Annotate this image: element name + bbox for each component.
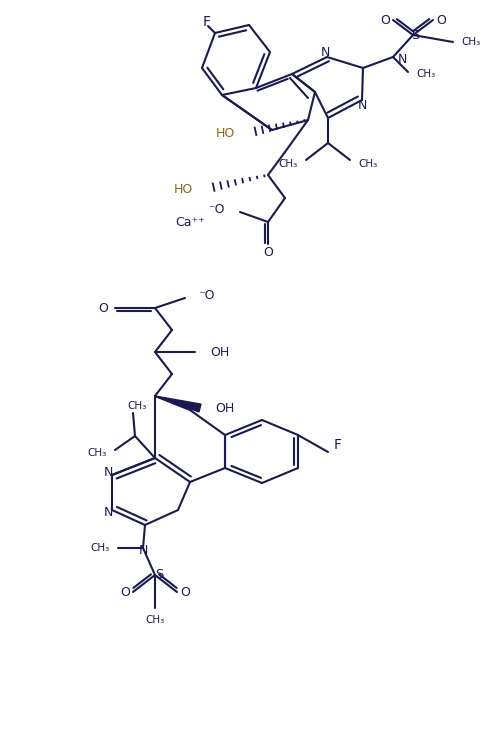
Text: O: O [380,13,390,27]
Text: ⁻O: ⁻O [208,203,225,215]
Text: HO: HO [174,183,193,195]
Text: S: S [411,28,419,42]
Text: N: N [104,506,113,519]
Text: N: N [138,545,147,557]
Text: CH₃: CH₃ [279,159,298,169]
Text: CH₃: CH₃ [88,448,107,458]
Text: O: O [436,13,446,27]
Text: O: O [98,302,108,314]
Text: CH₃: CH₃ [128,401,146,411]
Text: N: N [398,52,407,66]
Polygon shape [155,396,201,412]
Text: O: O [120,586,130,598]
Text: CH₃: CH₃ [461,37,480,47]
Text: ⁻O: ⁻O [198,288,214,302]
Text: OH: OH [210,346,230,358]
Text: CH₃: CH₃ [358,159,378,169]
Text: F: F [203,15,211,29]
Text: O: O [263,246,273,259]
Text: N: N [104,466,113,478]
Text: F: F [334,438,342,452]
Text: CH₃: CH₃ [91,543,110,553]
Text: N: N [320,45,330,59]
Text: CH₃: CH₃ [146,615,165,625]
Text: CH₃: CH₃ [416,69,435,79]
Text: O: O [180,586,190,598]
Text: OH: OH [215,402,234,414]
Text: HO: HO [216,127,235,139]
Text: N: N [358,98,366,112]
Text: S: S [155,568,163,582]
Text: Ca⁺⁺: Ca⁺⁺ [175,215,205,229]
